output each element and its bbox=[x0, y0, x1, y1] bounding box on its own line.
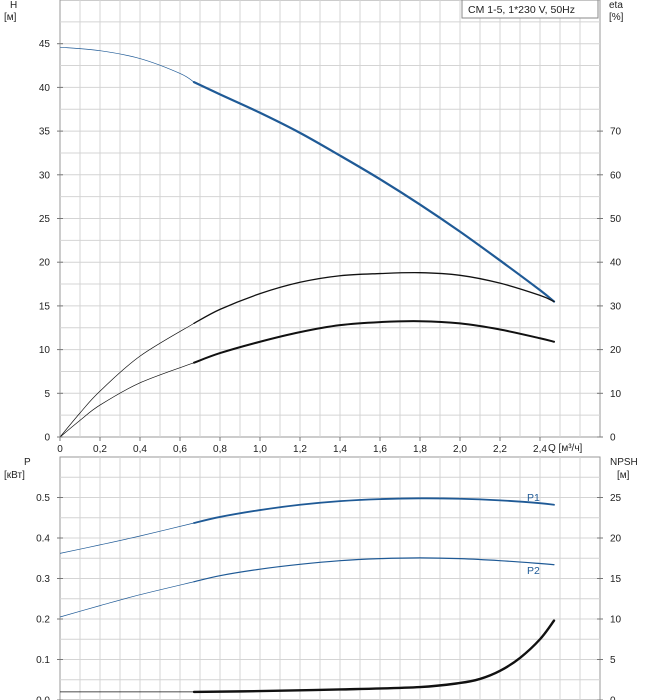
efficiency-axis-label: eta bbox=[609, 0, 623, 11]
top-grid bbox=[60, 0, 600, 437]
power-tick-label: 0.3 bbox=[36, 574, 50, 585]
flow-tick-label: 1,4 bbox=[333, 444, 347, 455]
head-tick-label: 30 bbox=[39, 170, 51, 181]
efficiency-tick-label: 30 bbox=[610, 301, 622, 312]
flow-tick-label: 0,2 bbox=[93, 444, 107, 455]
flow-tick-label: 0,6 bbox=[173, 444, 187, 455]
flow-tick-label: 2,2 bbox=[493, 444, 507, 455]
power-axis-label: P bbox=[24, 457, 31, 468]
npsh-axis-unit: [м] bbox=[617, 470, 630, 481]
bottom-grid bbox=[60, 457, 600, 700]
head-axis-ticks: 0 5 10 15 20 25 30 35 40 45 bbox=[39, 39, 63, 444]
npsh-curve bbox=[192, 619, 556, 694]
p1-curve-extended bbox=[59, 522, 195, 554]
head-tick-label: 10 bbox=[39, 345, 51, 356]
power-axis-ticks: 0.0 0.1 0.2 0.3 0.4 0.5 bbox=[36, 493, 63, 700]
legend-text: CM 1-5, 1*230 V, 50Hz bbox=[468, 4, 575, 16]
efficiency-tick-label: 50 bbox=[610, 214, 622, 225]
efficiency-curve-upper-extended bbox=[59, 323, 195, 438]
head-curve-extended bbox=[59, 46, 195, 83]
efficiency-tick-label: 10 bbox=[610, 389, 622, 400]
head-tick-label: 40 bbox=[39, 83, 51, 94]
head-curve bbox=[192, 81, 556, 303]
power-axis-unit: [кВт] bbox=[4, 470, 25, 481]
efficiency-axis-unit: [%] bbox=[609, 12, 624, 23]
flow-tick-label: 2,4 bbox=[533, 444, 547, 455]
head-axis-label: H bbox=[10, 0, 17, 11]
efficiency-tick-label: 0 bbox=[610, 433, 616, 444]
npsh-axis-label: NPSH bbox=[610, 457, 638, 468]
flow-tick-label: 0,8 bbox=[213, 444, 227, 455]
head-axis-unit: [м] bbox=[4, 12, 17, 23]
power-tick-label: 0.5 bbox=[36, 493, 50, 504]
flow-tick-label: 1,0 bbox=[253, 444, 267, 455]
top-curves bbox=[59, 46, 556, 438]
npsh-tick-label: 10 bbox=[610, 615, 622, 626]
efficiency-tick-label: 40 bbox=[610, 258, 622, 269]
power-tick-label: 0.2 bbox=[36, 615, 50, 626]
flow-tick-label: 0,4 bbox=[133, 444, 147, 455]
efficiency-curve-lower-extended bbox=[59, 362, 195, 438]
p1-curve-label: P1 bbox=[527, 492, 540, 504]
head-tick-label: 0 bbox=[44, 433, 50, 444]
npsh-tick-label: 0 bbox=[610, 696, 616, 700]
flow-tick-label: 1,8 bbox=[413, 444, 427, 455]
head-tick-label: 5 bbox=[44, 389, 50, 400]
power-tick-label: 0.0 bbox=[36, 696, 50, 700]
flow-tick-label: 2,0 bbox=[453, 444, 467, 455]
p2-curve bbox=[193, 557, 555, 583]
head-tick-label: 35 bbox=[39, 127, 51, 138]
flow-tick-label: 0 bbox=[57, 444, 63, 455]
head-tick-label: 25 bbox=[39, 214, 51, 225]
legend-box: CM 1-5, 1*230 V, 50Hz bbox=[461, 0, 599, 19]
npsh-tick-label: 15 bbox=[610, 574, 622, 585]
head-tick-label: 45 bbox=[39, 39, 51, 50]
p2-curve-label: P2 bbox=[527, 565, 540, 577]
efficiency-curve-lower bbox=[193, 320, 555, 364]
bottom-curves bbox=[59, 497, 556, 694]
power-tick-label: 0.1 bbox=[36, 655, 50, 666]
p1-curve bbox=[193, 497, 555, 524]
efficiency-tick-label: 20 bbox=[610, 345, 622, 356]
npsh-axis-ticks: 0 5 10 15 20 25 bbox=[597, 493, 622, 700]
efficiency-tick-label: 60 bbox=[610, 170, 622, 181]
npsh-tick-label: 20 bbox=[610, 534, 622, 545]
efficiency-tick-label: 70 bbox=[610, 127, 622, 138]
head-tick-label: 15 bbox=[39, 301, 51, 312]
efficiency-curve-upper bbox=[193, 271, 555, 325]
head-tick-label: 20 bbox=[39, 258, 51, 269]
flow-tick-label: 1,6 bbox=[373, 444, 387, 455]
flow-axis-label: Q [м³/ч] bbox=[548, 443, 583, 454]
flow-tick-label: 1,2 bbox=[293, 444, 307, 455]
flow-axis-ticks: 0 0,2 0,4 0,6 0,8 1,0 1,2 1,4 1,6 1,8 2,0 2,2 2,4 bbox=[57, 437, 547, 455]
p2-curve-extended bbox=[59, 581, 195, 618]
legend-frame bbox=[461, 0, 599, 19]
efficiency-axis-ticks: 0 10 20 30 40 50 60 70 bbox=[597, 127, 622, 444]
npsh-tick-label: 25 bbox=[610, 493, 622, 504]
power-npsh-panel: 0.0 0.1 0.2 0.3 0.4 0.5 0 5 10 15 20 25 P [кВт] NP… bbox=[4, 456, 638, 700]
npsh-tick-label: 5 bbox=[610, 655, 616, 666]
power-tick-label: 0.4 bbox=[36, 534, 50, 545]
